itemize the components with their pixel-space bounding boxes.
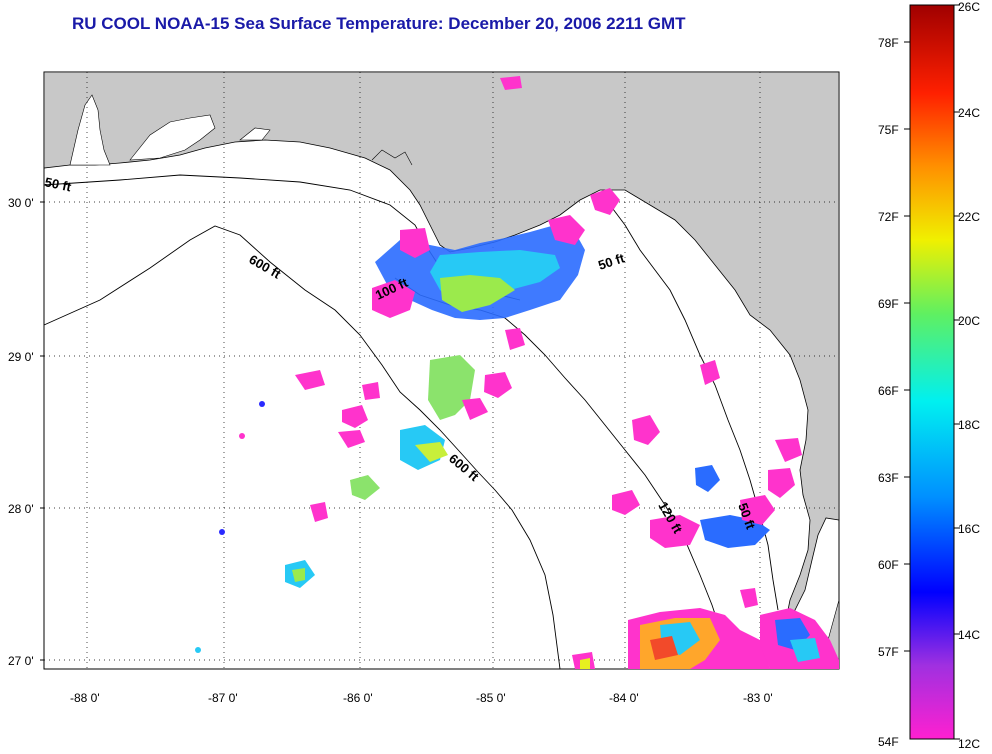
- colorbar-c-label: 14C: [958, 628, 980, 642]
- y-tick-label: 28 0': [8, 502, 34, 516]
- colorbar-f-label: 57F: [878, 645, 899, 659]
- colorbar-c-label: 22C: [958, 210, 980, 224]
- colorbar-f-label: 69F: [878, 297, 899, 311]
- pensacola-bay: [129, 114, 216, 161]
- x-tick-label: -88 0': [70, 691, 100, 705]
- x-axis: -88 0' -87 0' -86 0' -85 0' -84 0' -83 0…: [70, 691, 773, 705]
- colorbar-f-label: 72F: [878, 210, 899, 224]
- colorbar-f-label: 78F: [878, 36, 899, 50]
- colorbar-c-label: 24C: [958, 106, 980, 120]
- y-axis: 30 0' 29 0' 28 0' 27 0': [8, 196, 44, 668]
- colorbar-c-label: 18C: [958, 418, 980, 432]
- sst-patches: [195, 76, 839, 669]
- colorbar-f-label: 66F: [878, 384, 899, 398]
- colorbar-c-label: 26C: [958, 0, 980, 14]
- x-tick-label: -87 0': [208, 691, 238, 705]
- colorbar-c-label: 12C: [958, 737, 980, 751]
- x-tick-label: -85 0': [476, 691, 506, 705]
- contour-label: 50 ft: [43, 174, 73, 194]
- contour-600ft: [43, 225, 561, 670]
- colorbar-scale: [909, 4, 955, 740]
- colorbar-f-label: 75F: [878, 123, 899, 137]
- colorbar-f-label: 60F: [878, 558, 899, 572]
- colorbar-f-label: 63F: [878, 471, 899, 485]
- y-tick-label: 27 0': [8, 654, 34, 668]
- x-tick-label: -84 0': [609, 691, 639, 705]
- choctaw-bay: [239, 127, 271, 141]
- x-tick-label: -83 0': [743, 691, 773, 705]
- colorbar-c-label: 20C: [958, 314, 980, 328]
- colorbar-c-label: 16C: [958, 522, 980, 536]
- mobile-bay: [69, 94, 111, 166]
- x-tick-label: -86 0': [343, 691, 373, 705]
- colorbar-f-label: 54F: [878, 735, 899, 749]
- colorbar-ticks: [904, 4, 960, 740]
- apalachee-coast: [371, 149, 413, 166]
- y-tick-label: 29 0': [8, 350, 34, 364]
- land-panhandle: [43, 71, 840, 626]
- contour-50ft-east: [609, 204, 779, 611]
- y-tick-label: 30 0': [8, 196, 34, 210]
- map-title: RU COOL NOAA-15 Sea Surface Temperature:…: [72, 14, 686, 33]
